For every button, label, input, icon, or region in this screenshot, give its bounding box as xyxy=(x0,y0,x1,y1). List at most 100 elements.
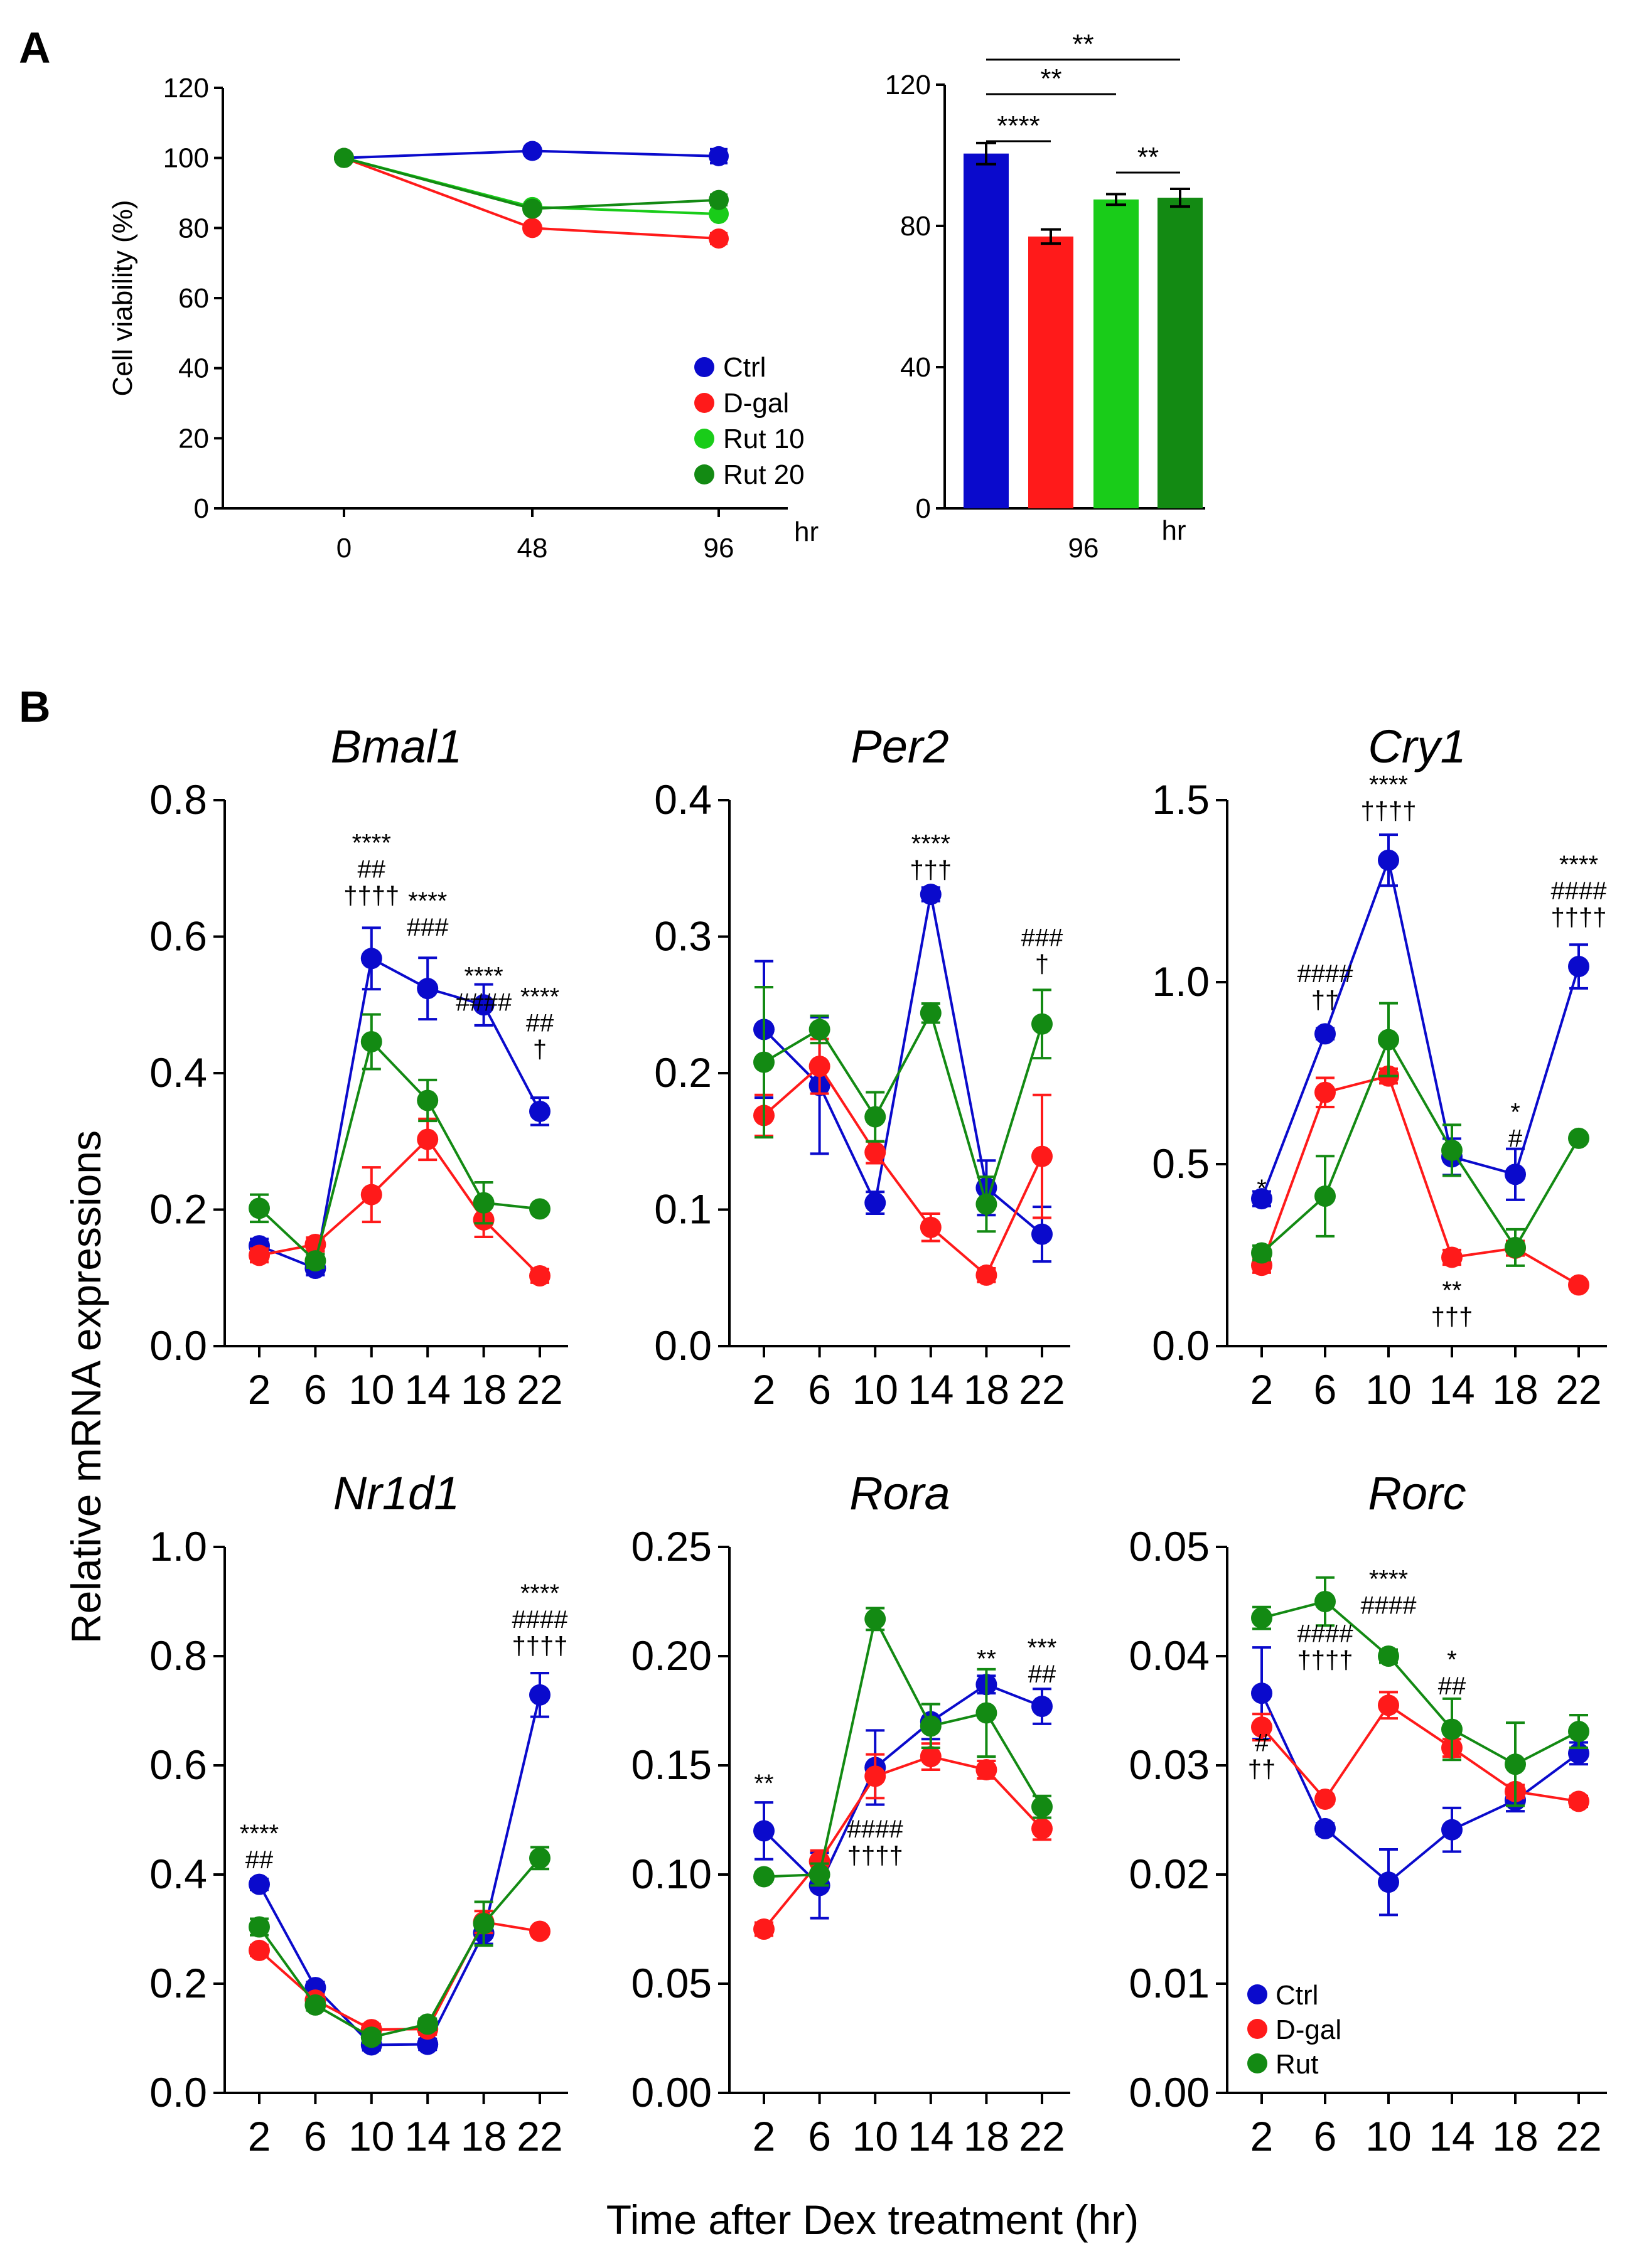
bmal1-point-ctrl xyxy=(360,948,382,970)
rorc-y-tick-label: 0.05 xyxy=(1129,1523,1210,1570)
legend-a-label-ctrl: Ctrl xyxy=(723,352,766,383)
a-point-rut20 xyxy=(522,198,542,219)
cry1-x-tick-label: 10 xyxy=(1365,1366,1411,1413)
a-y-tick-label: 120 xyxy=(163,73,209,104)
cry1-y-tick-label: 1.5 xyxy=(1152,776,1210,823)
per2-significance-mark: ††† xyxy=(910,857,952,884)
bmal1-significance-mark: ## xyxy=(358,856,386,884)
bar-y-tick-label: 120 xyxy=(885,70,931,100)
nr1d1-point-rut xyxy=(304,1994,326,2016)
bmal1-point-rut xyxy=(529,1198,551,1220)
rora-y-tick-label: 0.25 xyxy=(631,1523,712,1570)
per2-y-tick-label: 0.1 xyxy=(654,1186,712,1233)
per2-significance-mark: ### xyxy=(1021,924,1063,952)
cry1-x-tick-label: 2 xyxy=(1250,1366,1274,1413)
rorc-point-rut xyxy=(1441,1718,1463,1740)
rorc-point-rut xyxy=(1568,1721,1589,1743)
nr1d1-line-ctrl xyxy=(258,1694,541,2046)
nr1d1-point-dgal xyxy=(529,1920,551,1942)
nr1d1-point-rut xyxy=(360,2026,382,2048)
viability-line-chart: 0 20 40 60 80 100 120 0 48 96 hr Cell viability (%)… xyxy=(107,73,819,564)
bar-ctrl xyxy=(964,153,1009,508)
legend-b-label-dgal: D-gal xyxy=(1276,2014,1341,2045)
bar-errorbar xyxy=(1106,193,1126,206)
nr1d1-x-tick-label: 18 xyxy=(461,2113,507,2159)
a-point-dgal xyxy=(709,228,729,249)
cry1-line-dgal xyxy=(1260,1074,1580,1286)
a-y-tick-label: 80 xyxy=(178,213,209,243)
rorc-significance-mark: * xyxy=(1447,1646,1457,1674)
rora-point-ctrl xyxy=(1031,1696,1053,1718)
bmal1-point-ctrl xyxy=(473,994,495,1016)
per2-point-dgal xyxy=(808,1056,830,1078)
rorc-significance-mark: †† xyxy=(1248,1755,1276,1783)
rorc-x-tick-label: 14 xyxy=(1429,2113,1474,2159)
cry1-x-tick-label: 22 xyxy=(1555,1366,1601,1413)
legend-b-label-ctrl: Ctrl xyxy=(1276,1980,1318,2011)
bmal1-x-tick-label: 10 xyxy=(348,1366,394,1413)
rora-point-dgal xyxy=(920,1746,942,1768)
bar-d-gal xyxy=(1028,236,1073,508)
b-ylabel: Relative mRNA expressions xyxy=(63,1130,109,1644)
per2-x-tick-label: 22 xyxy=(1019,1366,1065,1413)
a-point-rut20 xyxy=(334,147,354,168)
nr1d1-significance-mark: **** xyxy=(240,1820,279,1848)
cry1-significance-mark: ** xyxy=(1442,1277,1461,1305)
cry1-point-ctrl xyxy=(1251,1188,1272,1210)
legend-a-label-rut20: Rut 20 xyxy=(723,459,805,490)
bmal1-point-dgal xyxy=(360,1184,382,1206)
cry1-x-tick-label: 14 xyxy=(1429,1366,1474,1413)
rora-point-rut xyxy=(1031,1796,1053,1818)
nr1d1-x-tick-label: 14 xyxy=(404,2113,450,2159)
rorc-line-rut xyxy=(1261,1600,1579,1766)
rorc-significance-mark: #### xyxy=(1361,1591,1417,1619)
nr1d1-significance-mark: **** xyxy=(520,1580,559,1607)
bmal1-y-tick-label: 0.6 xyxy=(149,913,207,960)
rorc-point-dgal xyxy=(1568,1790,1589,1812)
cry1-significance-mark: #### xyxy=(1551,877,1608,905)
per2-x-tick-label: 10 xyxy=(852,1366,898,1413)
nr1d1-point-rut xyxy=(529,1847,551,1869)
rora-y-tick-label: 0.05 xyxy=(631,1960,712,2006)
cry1-y-tick-label: 0.0 xyxy=(1152,1322,1210,1369)
bar-rut-10 xyxy=(1093,199,1139,508)
per2-point-ctrl xyxy=(864,1192,886,1214)
nr1d1-line-dgal xyxy=(258,1920,540,2031)
rora-point-rut xyxy=(808,1864,830,1885)
a-point-rut10 xyxy=(709,204,729,224)
cry1-point-rut xyxy=(1441,1139,1463,1161)
rorc-y-tick-label: 0.01 xyxy=(1129,1960,1210,2006)
bar-y-tick-label: 40 xyxy=(900,352,931,383)
rorc-significance-mark: # xyxy=(1255,1729,1269,1757)
cry1-x-tick-label: 18 xyxy=(1492,1366,1538,1413)
nr1d1-significance-mark: ## xyxy=(245,1846,274,1874)
bmal1-point-dgal xyxy=(529,1265,551,1286)
per2-significance-mark: † xyxy=(1035,951,1049,978)
per2-point-dgal xyxy=(920,1216,942,1238)
bmal1-y-tick-label: 0.4 xyxy=(149,1049,207,1096)
panel-label-b: B xyxy=(19,682,51,731)
bmal1-y-tick-label: 0.0 xyxy=(149,1322,207,1369)
rorc-point-dgal xyxy=(1378,1694,1399,1716)
nr1d1-y-tick-label: 0.8 xyxy=(149,1632,207,1679)
bmal1-point-dgal xyxy=(417,1128,439,1150)
bmal1-title: Bmal1 xyxy=(331,720,463,773)
bmal1-significance-mark: ## xyxy=(526,1009,554,1037)
per2-title: Per2 xyxy=(851,720,948,773)
rorc-x-tick-label: 6 xyxy=(1314,2113,1337,2159)
rora-x-tick-label: 22 xyxy=(1019,2113,1065,2159)
significance-label: ** xyxy=(1137,142,1159,173)
cry1-significance-mark: # xyxy=(1508,1125,1523,1152)
bmal1-significance-mark: **** xyxy=(408,887,447,915)
rorc-line-ctrl xyxy=(1260,1693,1580,1884)
legend-b-marker-rut xyxy=(1247,2053,1267,2073)
bmal1-point-rut xyxy=(249,1197,270,1219)
a-y-tick-label: 40 xyxy=(178,353,209,384)
rorc-significance-mark: †††† xyxy=(1297,1646,1353,1674)
rora-y-tick-label: 0.15 xyxy=(631,1741,712,1788)
rorc-point-ctrl xyxy=(1441,1819,1463,1841)
per2-point-rut xyxy=(920,1002,942,1024)
cry1-point-ctrl xyxy=(1378,849,1399,871)
